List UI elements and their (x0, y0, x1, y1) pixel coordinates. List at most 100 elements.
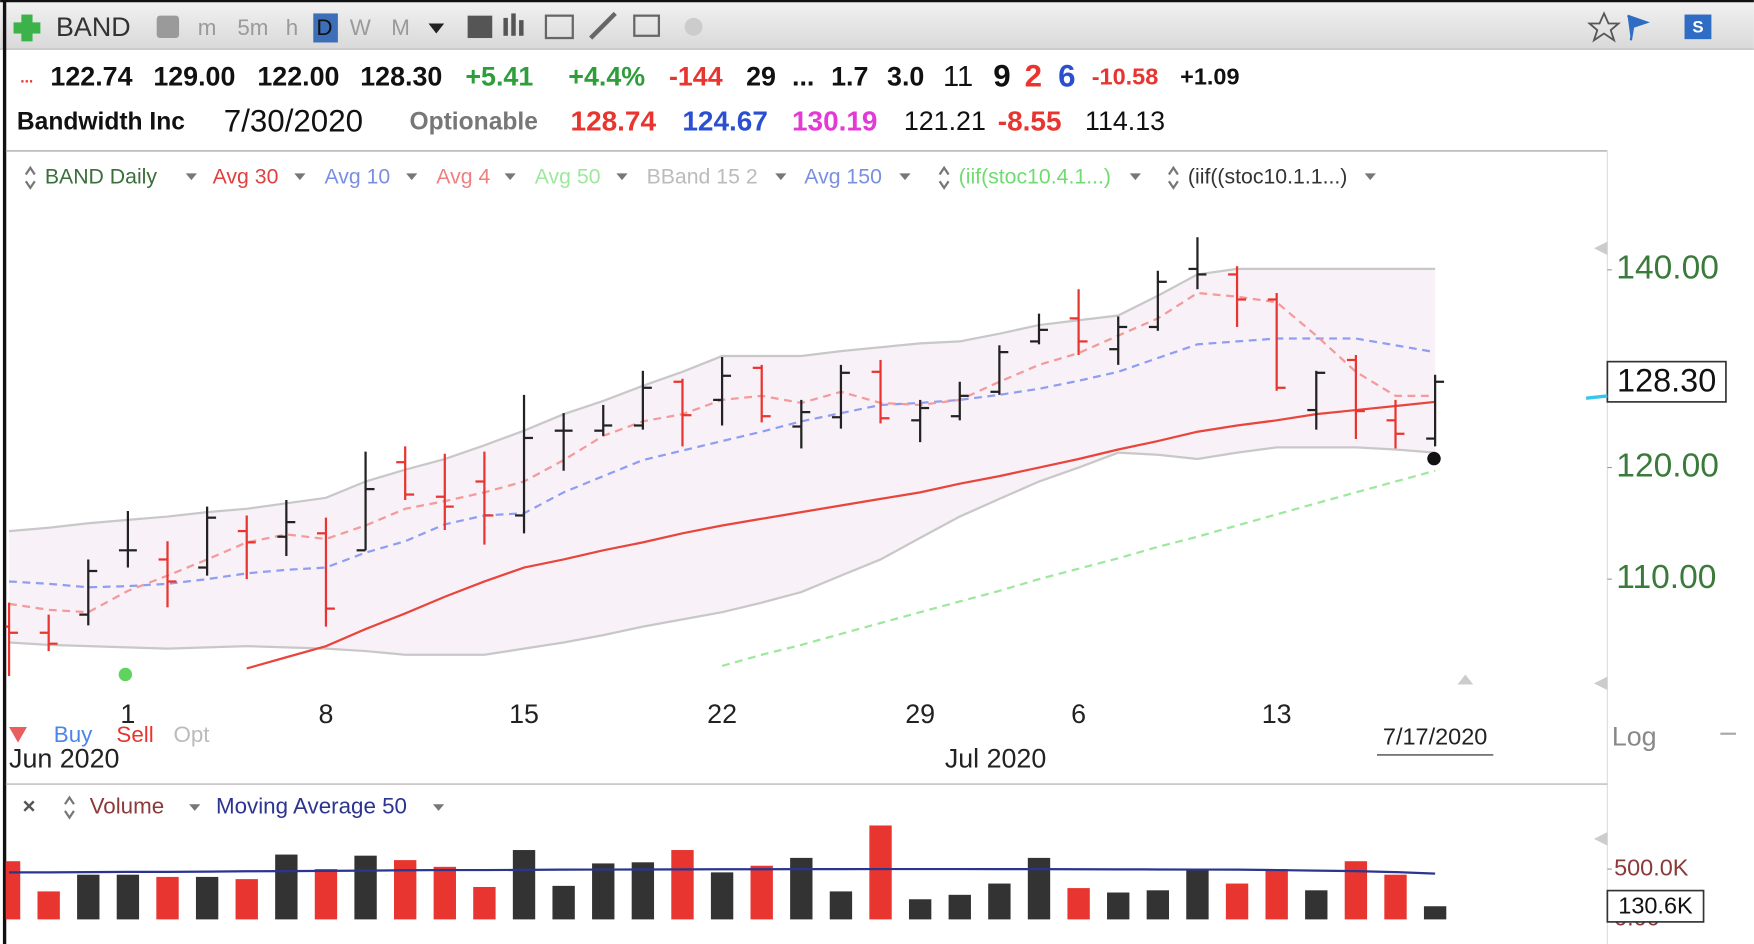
interval-highlight (313, 13, 338, 43)
interval-button[interactable]: M (391, 15, 410, 40)
legend-item[interactable]: Avg 150 (804, 164, 882, 188)
note-tool[interactable] (633, 14, 661, 37)
volume-bar (1305, 890, 1328, 920)
quote-field: 129.00 (153, 61, 235, 91)
signal-toggle[interactable]: Opt (173, 722, 210, 747)
legend-dropdown[interactable] (1129, 173, 1141, 181)
volume-bar (1146, 890, 1170, 920)
ohlc-bar (594, 404, 613, 436)
quote-field: ... (20, 69, 33, 86)
legend-dropdown[interactable] (504, 173, 516, 181)
ohlc-bar (792, 399, 811, 449)
ohlc-bar (237, 515, 256, 580)
interval-button[interactable]: 5m (237, 15, 268, 40)
draw-tool[interactable] (589, 11, 617, 40)
bars-tool[interactable] (503, 17, 508, 36)
interval-button[interactable]: D (316, 15, 332, 40)
x-tick-label: 13 (1262, 699, 1292, 729)
legend-item[interactable]: Avg 4 (436, 164, 490, 188)
link-icon[interactable] (156, 15, 180, 39)
legend-handle[interactable] (64, 795, 75, 820)
x-tick-label: 15 (509, 699, 539, 729)
bars-tool[interactable] (511, 13, 516, 36)
grid-tool[interactable] (544, 14, 574, 40)
quote-field: 124.67 (682, 105, 768, 136)
symbol[interactable]: BAND (56, 12, 131, 42)
pane-close[interactable]: × (22, 793, 35, 818)
volume-bar (710, 872, 734, 920)
legend-item[interactable]: Volume (90, 793, 165, 818)
stream-icon[interactable] (1684, 14, 1712, 40)
ohlc-bar (673, 378, 692, 447)
interval-button[interactable]: h (286, 15, 298, 40)
interval-dropdown[interactable] (428, 23, 445, 34)
quote-field: 6 (1058, 59, 1075, 94)
legend-dropdown[interactable] (775, 173, 787, 181)
legend-dropdown[interactable] (1364, 173, 1376, 181)
legend-dropdown[interactable] (899, 173, 911, 181)
ohlc-bar (752, 364, 771, 423)
legend-handle[interactable] (1167, 165, 1179, 190)
legend-dropdown[interactable] (294, 173, 306, 181)
volume-bar (1265, 869, 1288, 920)
legend-dropdown[interactable] (616, 173, 628, 181)
quote-field: 130.19 (792, 105, 878, 136)
ohlc-bar (1307, 370, 1326, 430)
ohlc-bar (1188, 237, 1207, 290)
volume-bar (314, 869, 338, 920)
ohlc-bar (1228, 266, 1247, 327)
legend-item[interactable]: BBand 15 2 (647, 164, 758, 188)
share-tool[interactable] (684, 17, 703, 36)
legend-item[interactable]: (iif(stoc10.4.1...) (959, 164, 1111, 188)
volume-bar (988, 883, 1011, 920)
volume-bar (354, 855, 377, 920)
text-tool[interactable] (467, 15, 493, 39)
quote-field: +4.4% (568, 61, 645, 91)
volume-bar (156, 876, 179, 920)
ohlc-bar (1426, 374, 1445, 447)
ohlc-bar (5, 602, 19, 676)
volume-bar (750, 865, 773, 920)
ohlc-bar (871, 359, 890, 424)
favorite-icon[interactable] (1587, 11, 1621, 43)
scroll-marker (1593, 832, 1608, 846)
ohlc-bar (158, 541, 177, 608)
interval-button[interactable]: m (198, 15, 217, 40)
volume-bar (1107, 892, 1130, 920)
legend-item[interactable]: BAND Daily (45, 164, 158, 188)
legend-item[interactable]: (iif((stoc10.1.1...) (1188, 164, 1347, 188)
legend-item[interactable]: Avg 30 (213, 164, 279, 188)
volume-bar (473, 886, 496, 920)
legend-item[interactable]: Avg 50 (535, 164, 601, 188)
ohlc-bar (277, 500, 296, 557)
bollinger-line (8, 446, 1436, 656)
flag-icon[interactable] (1627, 14, 1650, 41)
quote-field: 11 (943, 61, 973, 93)
volume-bar (1225, 883, 1249, 920)
bars-tool[interactable] (519, 20, 524, 36)
legend-dropdown[interactable] (406, 173, 418, 181)
quote-field: Bandwidth Inc (17, 109, 185, 136)
volume-bar (394, 860, 417, 920)
quote-field: 7/30/2020 (224, 103, 363, 138)
signal-toggle[interactable]: Buy (54, 722, 93, 747)
legend-item[interactable]: Avg 10 (324, 164, 390, 188)
trade-icon[interactable] (9, 727, 27, 743)
quote-field: 29 (746, 61, 776, 91)
toolbar (0, 0, 1754, 50)
legend-dropdown[interactable] (432, 804, 445, 811)
signal-toggle[interactable]: Sell (116, 722, 153, 747)
ohlc-bar (79, 559, 98, 626)
legend-handle[interactable] (938, 165, 950, 190)
legend-dropdown[interactable] (185, 173, 197, 181)
interval-button[interactable]: W (350, 15, 372, 40)
stream-icon-glyph: S (1692, 17, 1703, 36)
legend-handle[interactable] (24, 165, 36, 190)
volume-bar (1384, 874, 1407, 920)
legend-item[interactable]: Moving Average 50 (216, 793, 407, 818)
legend-dropdown[interactable] (189, 804, 201, 811)
add-icon[interactable] (13, 14, 41, 42)
scale-label[interactable]: Log (1612, 721, 1657, 751)
quote-field: 9 (993, 59, 1010, 94)
